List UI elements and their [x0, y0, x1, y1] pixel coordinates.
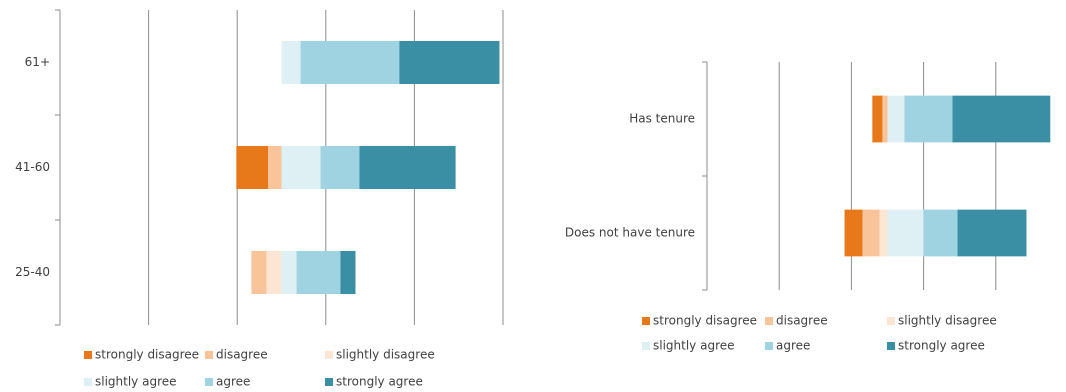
bar-segment	[887, 95, 905, 143]
bar-segment	[281, 250, 297, 295]
legend-label: slightly agree	[95, 375, 177, 389]
category-label: 61+	[25, 55, 50, 69]
legend-swatch	[205, 378, 213, 386]
legend-swatch	[325, 351, 333, 359]
legend-swatch	[84, 351, 92, 359]
legend-label: disagree	[216, 348, 268, 362]
category-label: Has tenure	[629, 112, 695, 126]
bar-segment	[923, 209, 958, 257]
bar-segment	[887, 209, 924, 257]
bar-segment	[320, 145, 360, 190]
legend-swatch	[765, 342, 773, 350]
bar-segment	[904, 95, 953, 143]
bar-segment	[399, 40, 500, 85]
legend-swatch	[887, 342, 895, 350]
category-label: 25-40	[15, 265, 50, 279]
bar-segment	[879, 209, 888, 257]
legend-swatch	[325, 378, 333, 386]
bar-segment	[281, 40, 301, 85]
category-label: 41-60	[15, 160, 50, 174]
bar-segment	[266, 250, 282, 295]
legend-label: agree	[776, 339, 810, 353]
bar-segment	[952, 95, 1051, 143]
bar-segment	[844, 209, 863, 257]
legend-label: slightly disagree	[336, 348, 435, 362]
bar-segment	[872, 95, 883, 143]
legend-label: strongly agree	[336, 375, 423, 389]
legend-swatch	[887, 317, 895, 325]
bar-segment	[957, 209, 1027, 257]
legend-label: strongly disagree	[653, 314, 757, 328]
bar-segment	[236, 145, 269, 190]
bar-segment	[882, 95, 888, 143]
legend-swatch	[642, 317, 650, 325]
bar-segment	[296, 250, 341, 295]
legend-label: slightly disagree	[898, 314, 997, 328]
bar-segment	[268, 145, 282, 190]
legend-label: agree	[216, 375, 250, 389]
bar-segment	[359, 145, 456, 190]
bar-segment	[300, 40, 400, 85]
legend-label: disagree	[776, 314, 828, 328]
bar-segment	[862, 209, 880, 257]
category-label: Does not have tenure	[565, 226, 695, 240]
legend-swatch	[642, 342, 650, 350]
bar-segment	[281, 145, 321, 190]
legend-label: strongly disagree	[95, 348, 199, 362]
legend-label: slightly agree	[653, 339, 735, 353]
bar-segment	[251, 250, 267, 295]
legend-swatch	[84, 378, 92, 386]
legend-swatch	[765, 317, 773, 325]
bar-segment	[340, 250, 356, 295]
legend-label: strongly agree	[898, 339, 985, 353]
legend-swatch	[205, 351, 213, 359]
